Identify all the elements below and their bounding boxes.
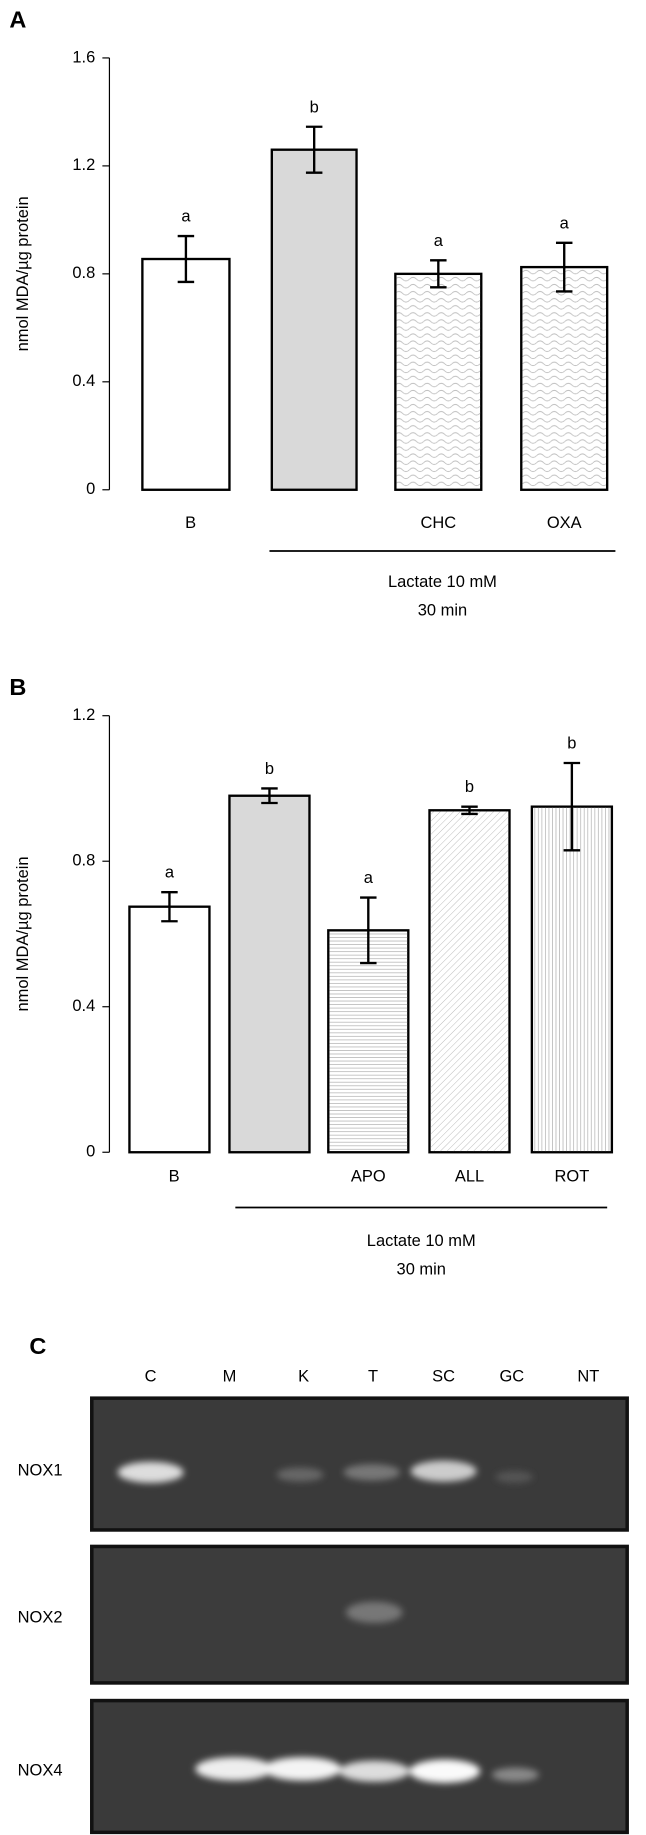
- bar-pattern: [533, 807, 611, 1152]
- group-label: Lactate 10 mM: [388, 573, 497, 591]
- y-tick-label: 1.2: [72, 706, 95, 724]
- lane-label: NT: [577, 1367, 599, 1385]
- bar-pattern: [522, 268, 606, 489]
- significance-letter: b: [465, 778, 474, 796]
- bar: [270, 148, 358, 491]
- panel-label: B: [9, 674, 26, 700]
- significance-letter: a: [181, 208, 191, 226]
- significance-letter: b: [567, 735, 576, 753]
- bar: [128, 905, 211, 1154]
- bar: [141, 257, 231, 491]
- x-tick-label: ROT: [554, 1167, 589, 1185]
- x-tick-label: OXA: [547, 514, 582, 532]
- lane-label: M: [223, 1367, 237, 1385]
- y-tick-label: 0: [86, 1143, 95, 1161]
- significance-letter: a: [560, 214, 570, 232]
- y-axis-label: nmol MDA/µg protein: [14, 196, 32, 351]
- lane-label: K: [298, 1367, 309, 1385]
- significance-letter: a: [434, 232, 444, 250]
- row-label: NOX4: [18, 1762, 63, 1780]
- y-tick-label: 1.6: [72, 48, 95, 66]
- x-tick-label: B: [169, 1167, 180, 1185]
- significance-letter: a: [364, 869, 374, 887]
- lane-label: C: [145, 1367, 157, 1385]
- x-tick-label: ALL: [455, 1167, 484, 1185]
- y-tick-label: 1.2: [72, 156, 95, 174]
- bar: [228, 794, 311, 1154]
- y-tick-label: 0.4: [72, 997, 95, 1015]
- y-tick-label: 0: [86, 480, 95, 498]
- significance-letter: b: [310, 98, 319, 116]
- group-label: 30 min: [397, 1260, 446, 1278]
- group-label: 30 min: [418, 601, 467, 619]
- row-label: NOX2: [18, 1609, 63, 1627]
- gel-panel: C C M K T SC GC NT NOX1 NOX2 NOX4: [18, 1333, 629, 1835]
- y-axis-label: nmol MDA/µg protein: [14, 856, 32, 1011]
- significance-letter: a: [165, 864, 175, 882]
- lane-label: T: [368, 1367, 378, 1385]
- lane-label: SC: [432, 1367, 455, 1385]
- x-tick-label: APO: [351, 1167, 386, 1185]
- lane-label: GC: [500, 1367, 525, 1385]
- x-tick-label: B: [185, 514, 196, 532]
- x-tick-label: CHC: [420, 514, 456, 532]
- significance-letter: b: [265, 760, 274, 778]
- group-label: Lactate 10 mM: [367, 1232, 476, 1250]
- bar-pattern: [329, 931, 408, 1152]
- gel-bands: [117, 1460, 539, 1783]
- gel-strip: [90, 1396, 629, 1532]
- panel-label: A: [9, 7, 26, 33]
- bar-pattern: [396, 275, 481, 489]
- bar-pattern: [430, 811, 509, 1152]
- y-tick-label: 0.4: [72, 372, 95, 390]
- row-label: NOX1: [18, 1461, 63, 1479]
- y-tick-label: 0.8: [72, 264, 95, 282]
- y-tick-label: 0.8: [72, 852, 95, 870]
- panel-label: C: [29, 1333, 46, 1359]
